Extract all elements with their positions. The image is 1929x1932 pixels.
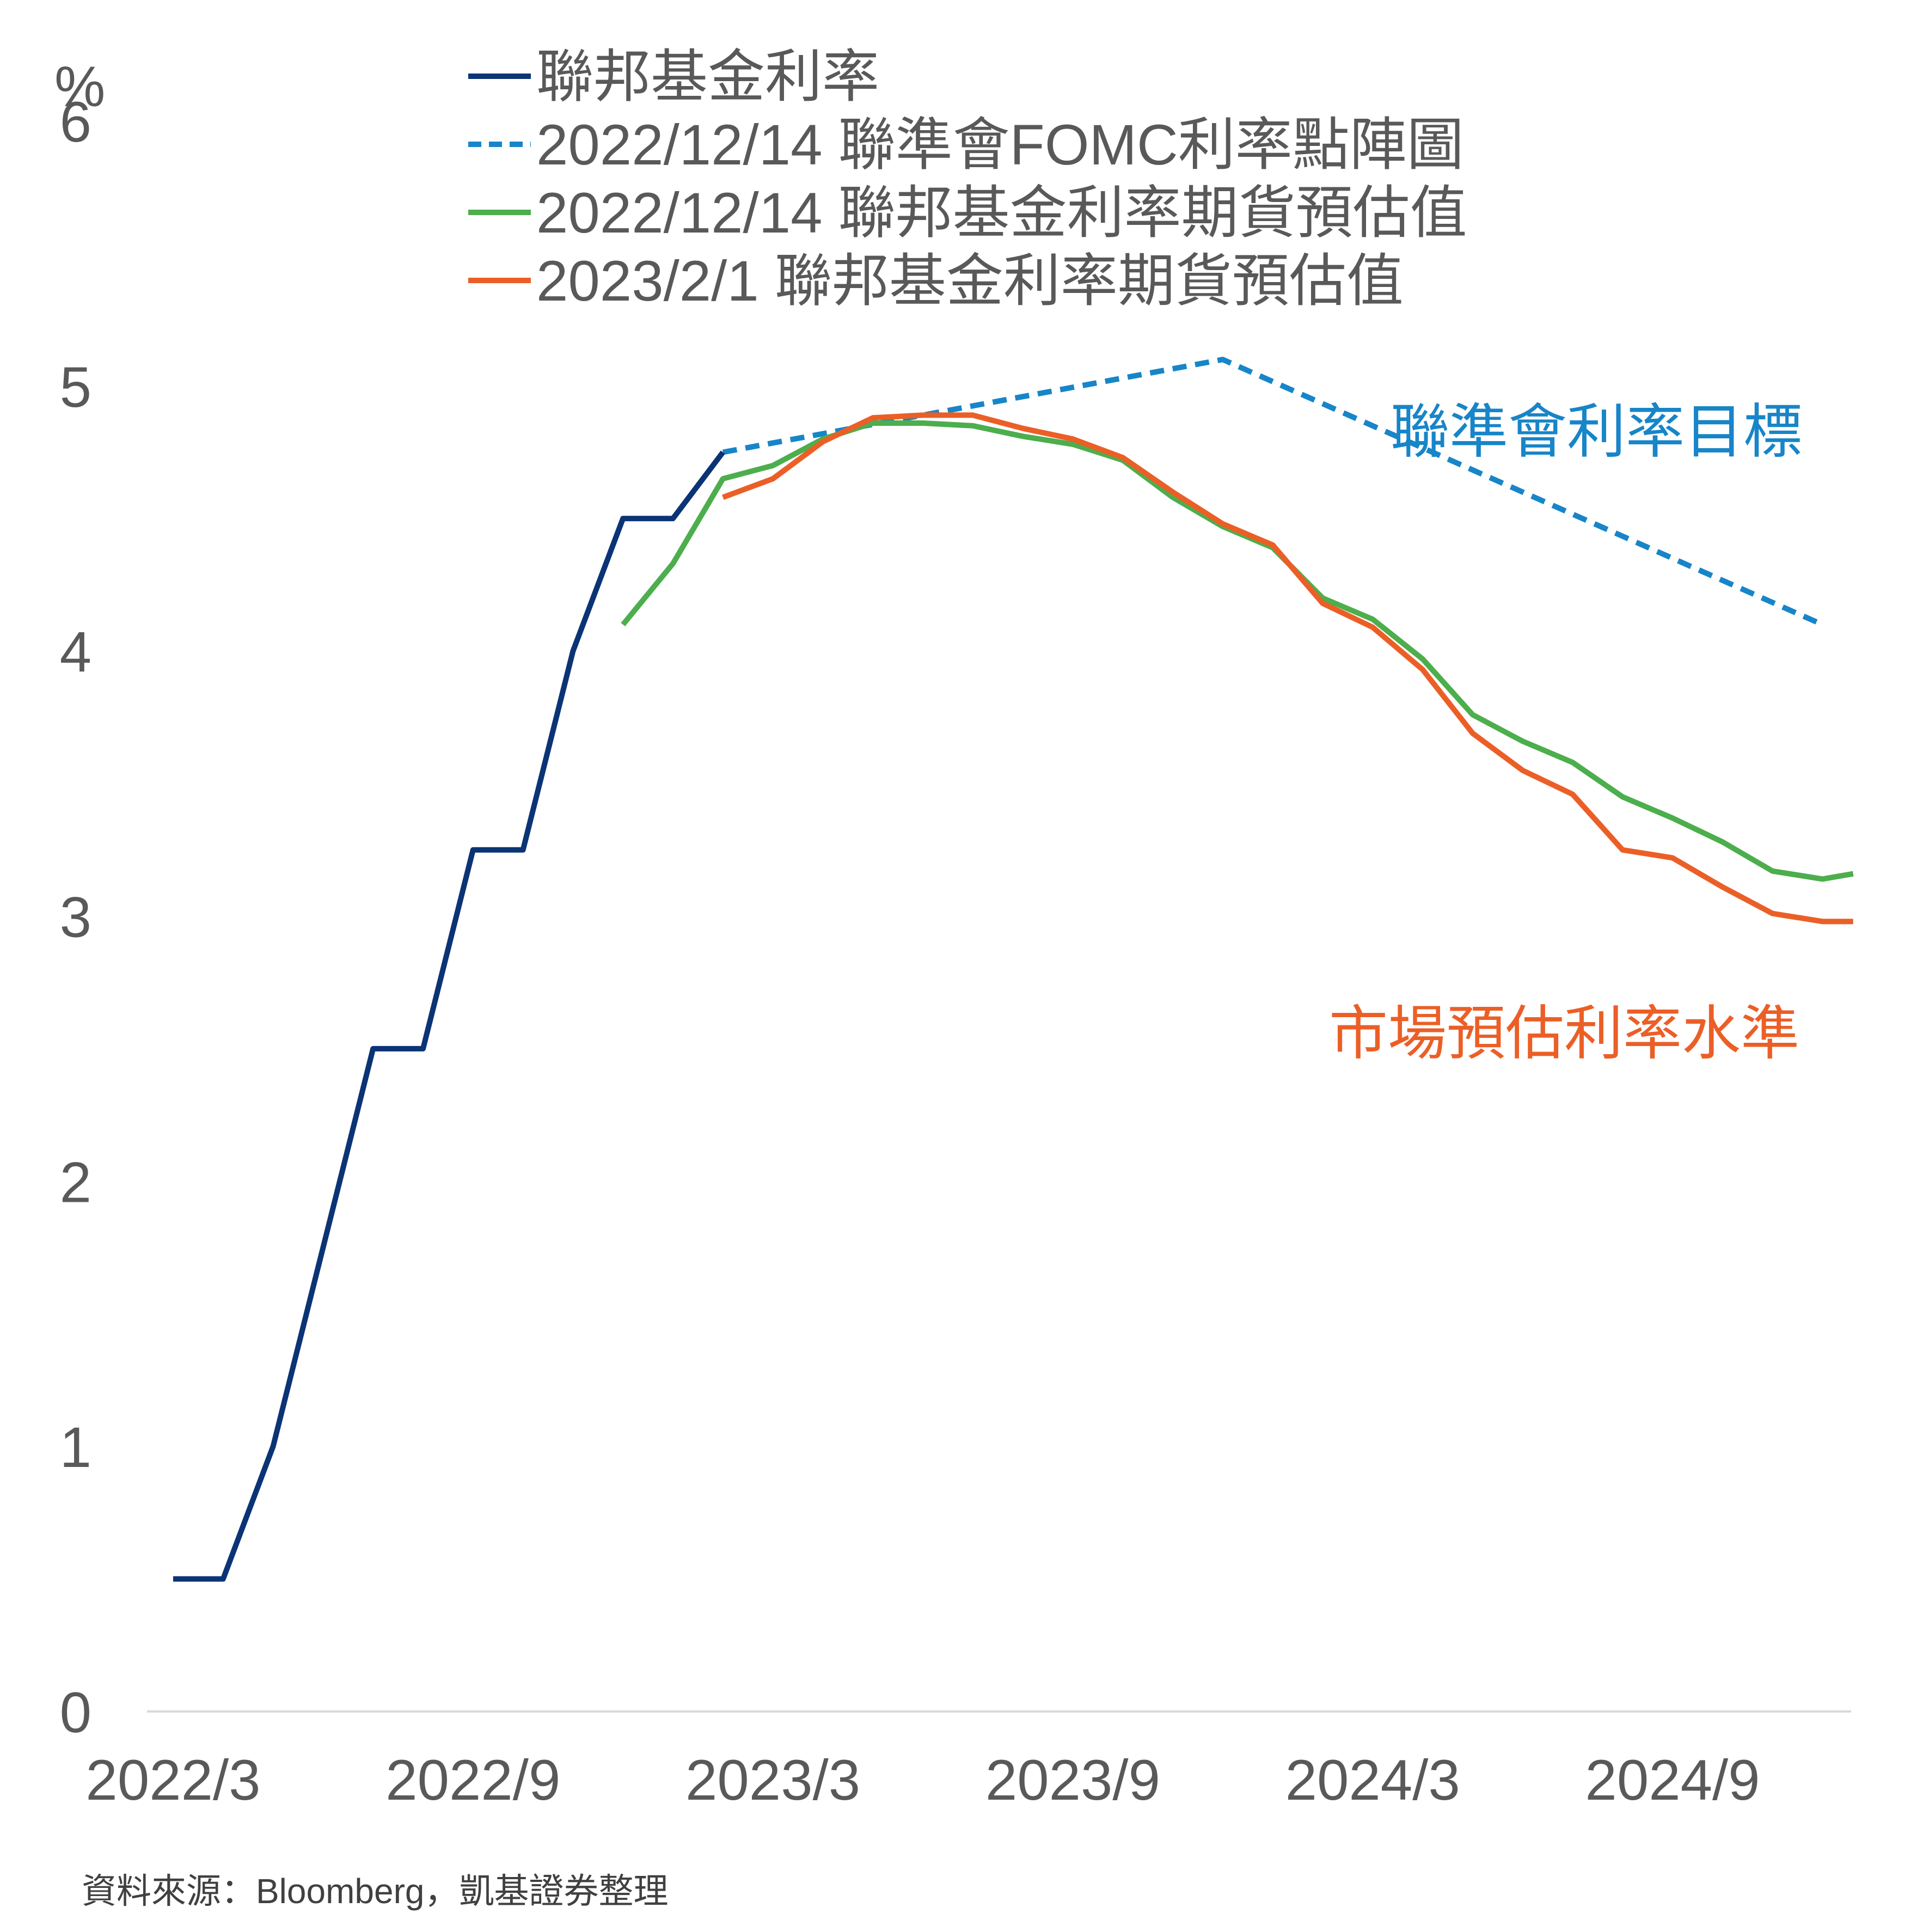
y-tick-label: 5 bbox=[60, 356, 91, 419]
series-line-0 bbox=[173, 450, 725, 1582]
y-tick-label: 4 bbox=[60, 621, 91, 684]
y-tick-label: 3 bbox=[60, 886, 91, 950]
legend-label-1: 2022/12/14 聯準會FOMC利率點陣圖 bbox=[536, 113, 1464, 177]
series-layer bbox=[173, 357, 1854, 1582]
legend-label-3: 2023/2/1 聯邦基金利率期貨預估值 bbox=[536, 249, 1404, 313]
y-tick-label: 2 bbox=[60, 1151, 91, 1214]
x-tick-label: 2023/9 bbox=[985, 1748, 1160, 1812]
legend-label-2: 2022/12/14 聯邦基金利率期貨預估值 bbox=[536, 181, 1467, 245]
legend-label-0: 聯邦基金利率 bbox=[536, 45, 879, 109]
y-tick-label: 0 bbox=[60, 1681, 91, 1745]
y-tick-label: 1 bbox=[60, 1416, 91, 1479]
y-tick-label: 6 bbox=[60, 90, 91, 154]
y-axis-ticks: 0 1 2 3 4 5 6 bbox=[60, 90, 91, 1745]
x-axis-ticks: 2022/3 2022/9 2023/3 2023/9 2024/3 2024/9 bbox=[85, 1748, 1760, 1812]
x-tick-label: 2022/3 bbox=[85, 1748, 260, 1812]
x-tick-label: 2022/9 bbox=[385, 1748, 560, 1812]
x-tick-label: 2024/3 bbox=[1285, 1748, 1460, 1812]
series-line-3 bbox=[722, 412, 1853, 925]
annotation-market-expectation: 市場預估利率水準 bbox=[1329, 1000, 1799, 1066]
x-tick-label: 2024/9 bbox=[1585, 1748, 1760, 1812]
source-note: 資料來源：Bloomberg，凱基證券整理 bbox=[82, 1872, 669, 1911]
x-tick-label: 2023/3 bbox=[685, 1748, 860, 1812]
annotation-fed-target: 聯準會利率目標 bbox=[1391, 399, 1802, 464]
series-line-2 bbox=[621, 420, 1854, 882]
y-axis-unit: % bbox=[54, 55, 105, 119]
